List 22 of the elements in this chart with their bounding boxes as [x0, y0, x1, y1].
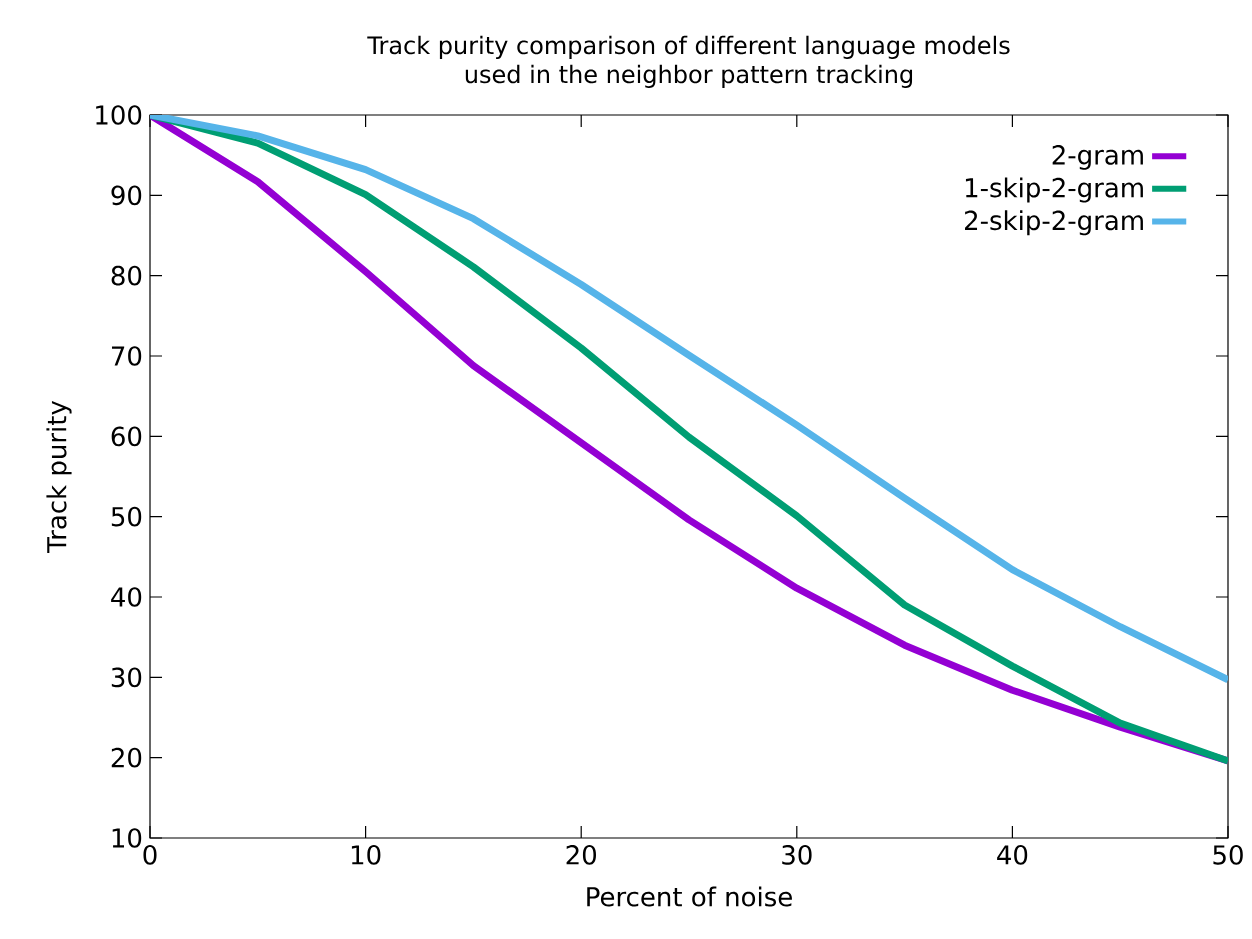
y-tick-label: 80	[111, 265, 142, 286]
y-tick-label: 60	[111, 426, 142, 447]
chart-title: Track purity comparison of different language models used in the neighbor pattern tracking	[367, 35, 1010, 88]
x-tick-label: 10	[351, 845, 381, 865]
x-tick-label: 30	[782, 845, 812, 865]
legend-label: 2-skip-2-gram	[965, 210, 1143, 236]
x-axis-title: Percent of noise	[587, 886, 792, 907]
x-tick-label: 40	[997, 845, 1028, 865]
y-tick-label: 40	[111, 587, 142, 607]
y-tick-label: 100	[96, 105, 142, 125]
y-axis-title: Track purity	[46, 400, 72, 553]
x-tick-label: 0	[143, 845, 157, 865]
legend-label: 2-gram	[1052, 145, 1143, 170]
legend-label: 1-skip-2-gram	[965, 177, 1143, 203]
x-tick-label: 50	[1213, 845, 1243, 865]
y-tick-label: 90	[111, 185, 142, 206]
y-tick-label: 50	[111, 506, 142, 527]
y-tick-label: 10	[112, 828, 142, 848]
x-tick-label: 20	[566, 845, 596, 865]
y-tick-label: 70	[111, 346, 142, 366]
y-tick-label: 20	[111, 747, 142, 768]
y-tick-label: 30	[111, 667, 142, 688]
